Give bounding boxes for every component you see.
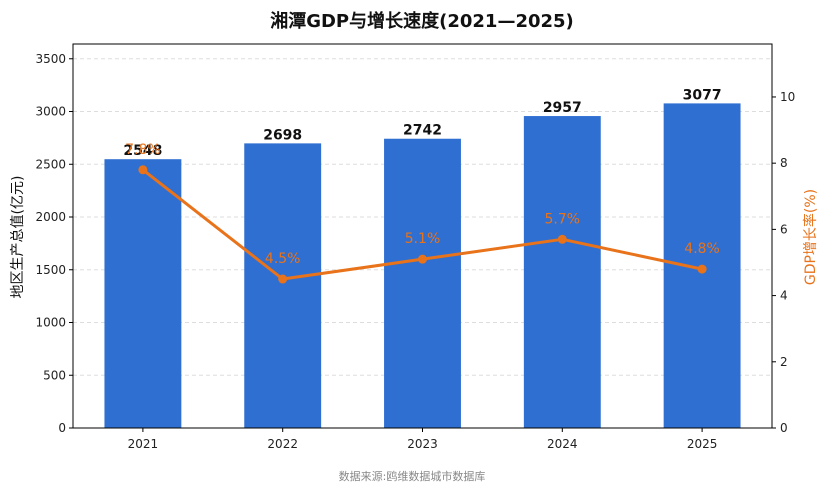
y2-tick-label: 10 [780, 90, 795, 104]
growth-point [278, 274, 288, 284]
bar [523, 116, 601, 429]
plot-frame [72, 43, 773, 429]
growth-value-label: 5.1% [405, 231, 441, 247]
y2-tick-label: 2 [780, 355, 788, 369]
bar-value-label: 2698 [263, 127, 302, 143]
bar-value-label: 2548 [123, 143, 162, 159]
bar-value-label: 2957 [543, 100, 582, 116]
growth-value-label: 4.8% [684, 241, 720, 257]
growth-point [138, 165, 148, 175]
x-tick-label: 2021 [128, 437, 159, 451]
bars [104, 103, 741, 429]
y-tick-label: 2500 [35, 157, 66, 171]
growth-value-label: 7.8% [125, 142, 161, 158]
x-tick-label: 2024 [547, 437, 578, 451]
source-note: 数据来源:鸥维数据城市数据库 [339, 469, 486, 483]
y2-axis-label: GDP增长率(%) [802, 189, 819, 285]
growth-line [138, 165, 707, 284]
y2-tick-label: 0 [780, 421, 788, 435]
growth-point [697, 264, 707, 274]
y-axis-label: 地区生产总值(亿元) [10, 176, 26, 299]
growth-value-label: 4.5% [265, 251, 301, 267]
y2-tick-label: 4 [780, 289, 788, 303]
x-tick-label: 2025 [687, 437, 718, 451]
bar-value-label: 2742 [403, 123, 442, 139]
data-labels: 2548 2698 2742 2957 3077 7.8% 4.5% 5.1% 5.7% 4.8% [123, 87, 721, 267]
y-tick-label: 1500 [35, 263, 66, 277]
growth-point [418, 254, 427, 264]
axes: 0 500 1000 1500 2000 2500 3000 3500 0 2 4 6 8 10 2021 2… [35, 43, 795, 451]
x-tick-label: 2023 [407, 437, 438, 451]
bar [384, 138, 461, 428]
chart-title: 湘潭GDP与增长速度(2021—2025) [270, 10, 574, 32]
y2-tick-label: 8 [780, 156, 788, 170]
y2-tick-label: 6 [780, 222, 788, 236]
y-tick-label: 500 [43, 368, 66, 382]
growth-point [557, 234, 567, 244]
y-tick-label: 2000 [35, 210, 66, 224]
y-tick-label: 1000 [35, 316, 66, 330]
bar [244, 143, 322, 428]
y-tick-label: 0 [58, 421, 66, 435]
y-tick-label: 3500 [35, 52, 66, 66]
bar-value-label: 3077 [683, 87, 722, 103]
bar [104, 159, 182, 428]
y-tick-label: 3000 [35, 105, 66, 119]
growth-value-label: 5.7% [545, 211, 581, 227]
x-tick-label: 2022 [267, 437, 298, 451]
